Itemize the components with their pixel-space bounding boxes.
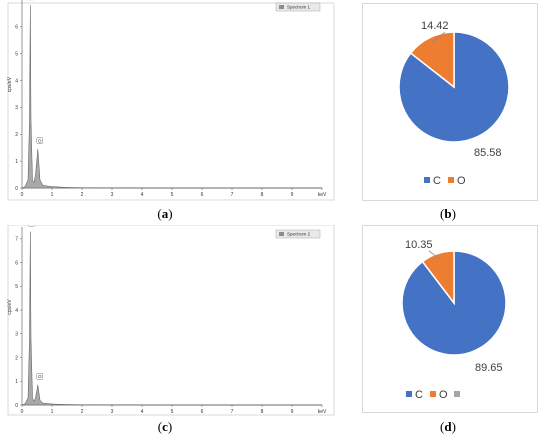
svg-text:O: O [38, 374, 42, 379]
x-tick-label: 7 [231, 192, 234, 198]
y-tick-label: 3 [15, 105, 18, 111]
legend-swatch [279, 5, 284, 9]
x-tick-label: 3 [111, 192, 114, 198]
pie-chart-b: 85.58 14.42 C O [362, 3, 538, 201]
x-tick-label: keV [318, 409, 327, 415]
pie-legend-item: O [448, 175, 466, 187]
spectrum-chart-c: 0 1 2 3 4 5 6 7 8 9 keV 0 1 2 3 4 5 6 7 cps/eV C O Spectrum 2 [7, 225, 335, 416]
pie-legend-item: O [430, 389, 448, 401]
spectrum-frame [7, 2, 335, 201]
y-tick-label: 7 [15, 237, 18, 243]
y-tick-label: 1 [15, 379, 18, 385]
x-tick-label: 6 [201, 192, 204, 198]
y-tick-label: 6 [15, 260, 18, 266]
x-tick-label: 9 [291, 192, 294, 198]
legend-label: O [457, 175, 466, 187]
y-tick-label: 6 [15, 25, 18, 31]
x-tick-label: 5 [171, 192, 174, 198]
legend-swatch [448, 177, 454, 183]
pie-value-label: 89.65 [475, 362, 503, 374]
x-tick-label: 4 [141, 192, 144, 198]
legend-label: O [439, 389, 448, 401]
legend-label: Spectrum 1 [287, 5, 311, 10]
spectrum-frame [7, 225, 335, 416]
svg-text:(a): (a) [157, 206, 172, 221]
svg-text:O: O [38, 138, 42, 143]
x-tick-label: 7 [231, 409, 234, 415]
y-axis-label: cps/eV [7, 76, 13, 92]
pie-legend-item [454, 391, 460, 397]
pie-leader-line [428, 250, 440, 259]
y-axis-label: cps/eV [7, 299, 13, 315]
pie-value-label: 14.42 [421, 20, 449, 32]
peak-label: O [36, 373, 43, 380]
legend-label: Spectrum 2 [287, 232, 311, 237]
y-tick-label: 1 [15, 159, 18, 165]
spectrum-series-area [21, 5, 322, 189]
x-tick-label: 8 [261, 409, 264, 415]
pie-chart-d: 89.65 10.35 C O [362, 225, 538, 413]
svg-text:(c): (c) [158, 419, 172, 434]
x-tick-label: 3 [111, 409, 114, 415]
x-tick-label: 9 [291, 409, 294, 415]
x-tick-label: 6 [201, 409, 204, 415]
panel-label-b: (b) [440, 206, 456, 221]
x-tick-label: 2 [81, 192, 84, 198]
y-tick-label: 4 [15, 308, 18, 314]
legend-swatch [430, 391, 436, 397]
legend-swatch [406, 391, 412, 397]
x-tick-label: 2 [81, 409, 84, 415]
spectrum-legend: Spectrum 2 [275, 229, 321, 239]
y-tick-label: 0 [15, 403, 18, 409]
x-tick-label: 5 [171, 409, 174, 415]
pie-leader-line [432, 31, 446, 43]
x-tick-label: 1 [51, 192, 54, 198]
y-tick-label: 2 [15, 132, 18, 138]
y-tick-label: 2 [15, 355, 18, 361]
svg-text:C: C [30, 225, 34, 226]
pie-slice-o [409, 31, 455, 89]
y-tick-label: 3 [15, 332, 18, 338]
spectrum-legend: Spectrum 1 [275, 2, 321, 12]
x-tick-label: 0 [21, 409, 24, 415]
pie-value-label: 10.35 [405, 239, 433, 251]
peak-label: C [28, 225, 35, 227]
legend-swatch [454, 391, 460, 397]
y-tick-label: 0 [15, 186, 18, 192]
y-tick-label: 5 [15, 284, 18, 290]
peak-label: O [36, 137, 43, 144]
x-tick-label: keV [318, 192, 327, 198]
x-tick-label: 8 [261, 192, 264, 198]
panel-label-a: (a) [157, 206, 172, 221]
svg-text:(b): (b) [440, 206, 456, 221]
panel-label-c: (c) [158, 419, 172, 434]
legend-swatch [424, 177, 430, 183]
x-tick-label: 0 [21, 192, 24, 198]
pie-legend-item: C [424, 175, 441, 187]
legend-swatch [279, 232, 284, 236]
pie-slice-o [421, 250, 455, 306]
pie-legend-item: C [406, 389, 423, 401]
y-tick-label: 4 [15, 78, 18, 84]
legend-label: C [433, 175, 441, 187]
pie-value-label: 85.58 [474, 147, 502, 159]
y-tick-label: 5 [15, 52, 18, 58]
x-tick-label: 1 [51, 409, 54, 415]
panel-label-d: (d) [440, 419, 456, 434]
spectrum-series-area [21, 231, 322, 406]
x-tick-label: 4 [141, 409, 144, 415]
legend-label: C [415, 389, 423, 401]
svg-text:(d): (d) [440, 419, 456, 434]
